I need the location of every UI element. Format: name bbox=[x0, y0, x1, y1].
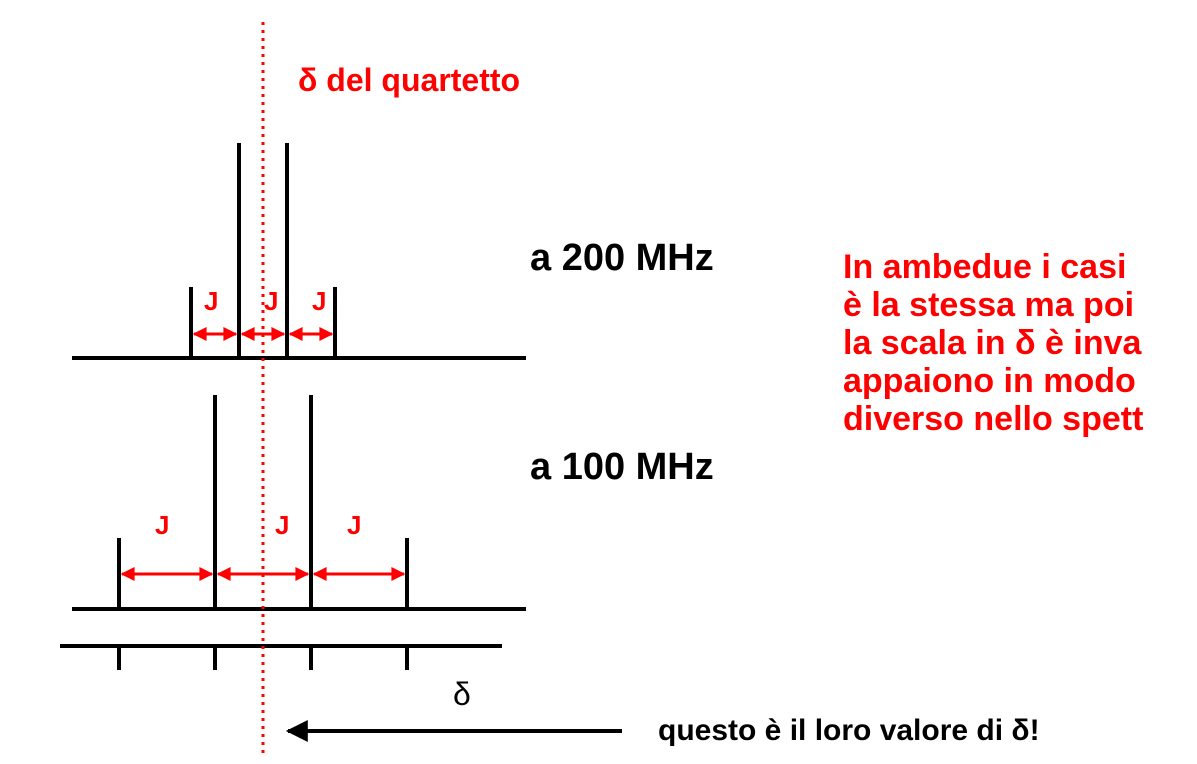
spectrum-200mhz bbox=[72, 143, 526, 360]
note-line: la scala in δ è inva bbox=[843, 324, 1142, 362]
j-label: J bbox=[275, 510, 290, 540]
j-label: J bbox=[312, 286, 327, 316]
note-line: diverso nello spett bbox=[843, 400, 1144, 438]
note-line: appaiono in modo bbox=[843, 362, 1136, 400]
j-label: J bbox=[347, 510, 362, 540]
delta-quartet-title: δ del quartetto bbox=[298, 62, 521, 98]
label-100mhz: a 100 MHz bbox=[530, 446, 714, 488]
explanation-note: In ambedue i casi è la stessa ma poi la … bbox=[843, 248, 1143, 438]
spectrum-100mhz bbox=[72, 395, 526, 611]
note-line: è la stessa ma poi bbox=[843, 286, 1135, 324]
j-label: J bbox=[155, 510, 170, 540]
j-label: J bbox=[264, 286, 279, 316]
axis-delta-label: δ bbox=[453, 676, 471, 712]
delta-axis bbox=[60, 644, 502, 670]
label-200mhz: a 200 MHz bbox=[530, 237, 714, 279]
note-line: In ambedue i casi bbox=[843, 248, 1127, 286]
delta-value-caption: questo è il loro valore di δ! bbox=[658, 714, 1040, 747]
j-label: J bbox=[204, 286, 219, 316]
